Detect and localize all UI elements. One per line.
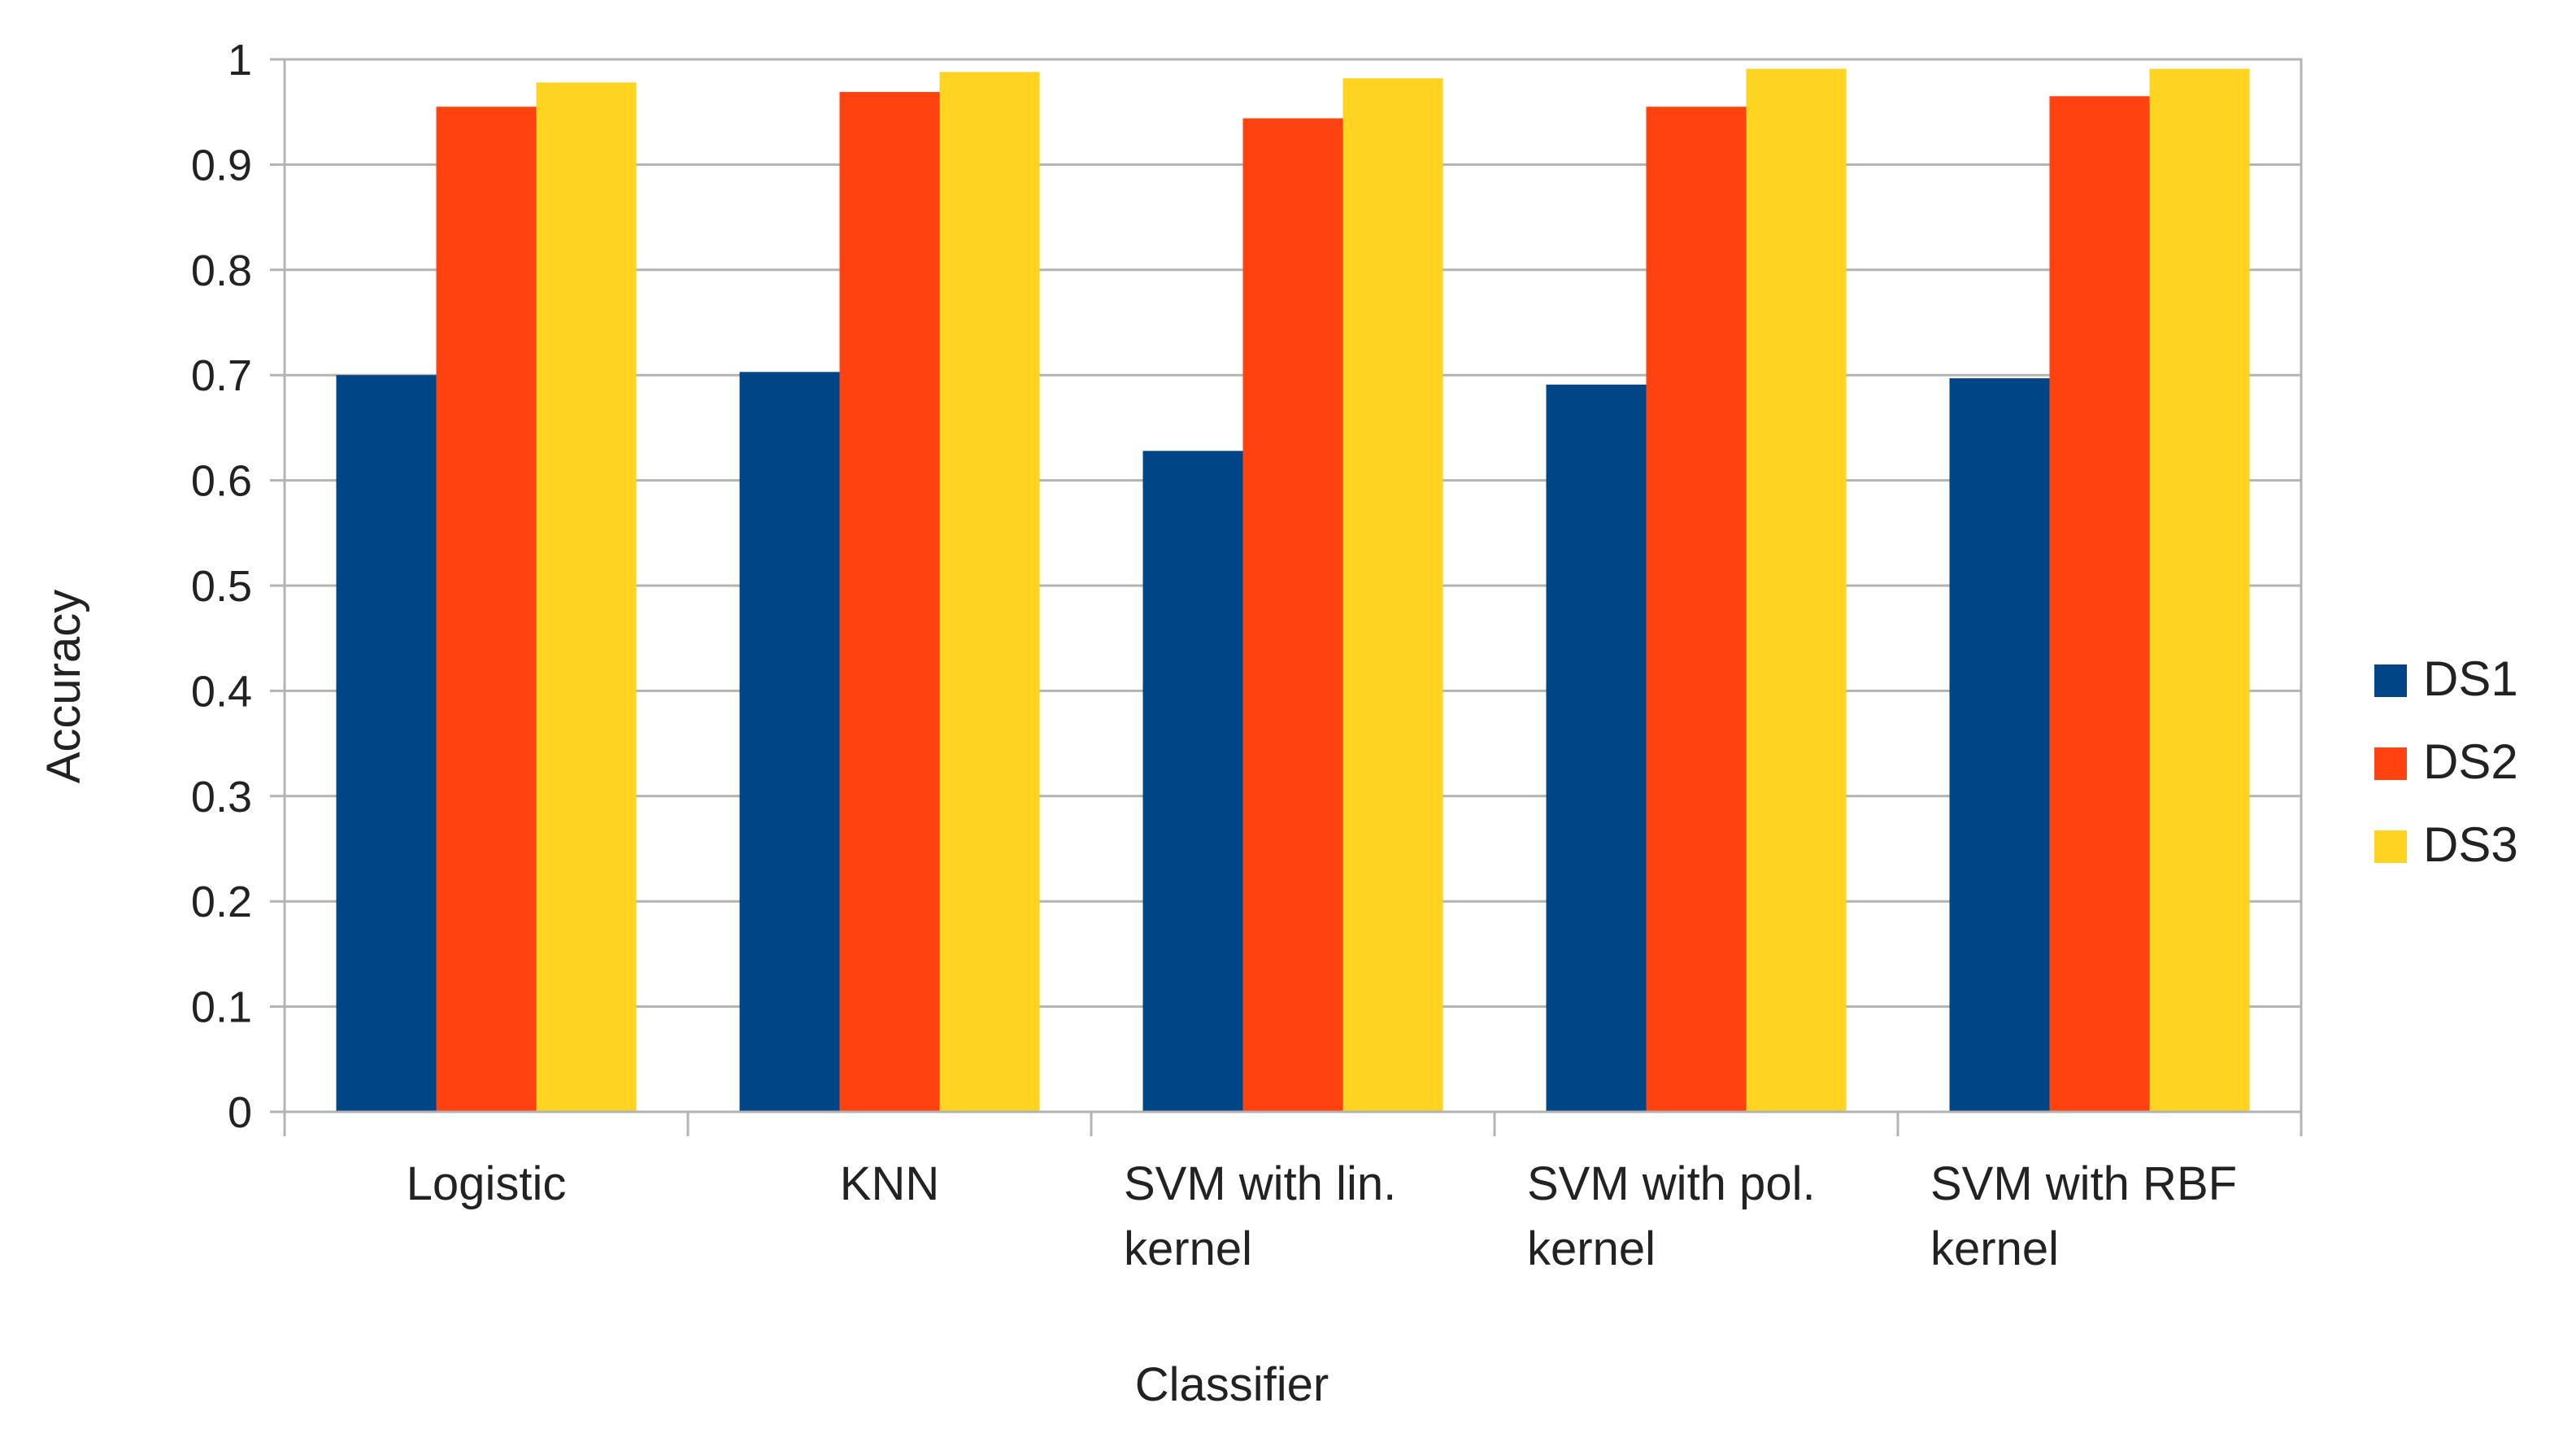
legend-label-ds2: DS2 [2423,734,2518,789]
legend-label-ds1: DS1 [2423,651,2518,706]
legend-label-ds3: DS3 [2423,817,2518,872]
x-tick-label-line: Logistic [407,1157,567,1210]
axes [270,58,2303,1136]
bar-ds3-3 [1342,78,1443,1113]
x-tick-label-line: kernel [1930,1222,2059,1275]
bar-ds1-5 [1949,378,2050,1112]
legend-swatch-ds3 [2374,830,2407,863]
bar-ds2-4 [1646,107,1747,1113]
y-tick-label: 0.2 [191,878,252,926]
bar-ds3-1 [536,82,637,1112]
x-tick-label-line: SVM with pol. [1527,1157,1816,1210]
bar-ds3-2 [939,72,1040,1113]
bars [336,68,2250,1113]
bar-ds1-1 [336,375,437,1112]
bar-ds2-1 [436,107,537,1113]
bar-ds1-3 [1142,451,1243,1112]
legend-swatch-ds2 [2374,747,2407,780]
legend-swatch-ds1 [2374,664,2407,697]
y-tick-label: 0.5 [191,562,252,611]
x-tick-label-line: SVM with RBF [1930,1157,2237,1210]
bar-ds1-2 [739,372,840,1112]
y-tick-label: 0.4 [191,667,252,716]
x-tick-label: SVM with RBF kernel [1930,1157,2237,1275]
x-tick-label: SVM with lin. kernel [1124,1157,1396,1275]
y-tick-label: 0.6 [191,457,252,506]
x-tick-label: KNN [840,1157,939,1210]
y-tick-label: 0.3 [191,773,252,821]
y-tick-label: 0.8 [191,246,252,295]
y-tick-label: 0.9 [191,141,252,190]
plot-frame [283,58,2303,1113]
y-axis-title: Accuracy [37,590,90,784]
bar-ds2-5 [2049,96,2150,1112]
x-tick-label-line: KNN [840,1157,939,1210]
y-tick-label: 0 [228,1088,252,1137]
bar-ds1-4 [1546,384,1647,1112]
x-tick-label-line: SVM with lin. [1124,1157,1396,1210]
x-tick-label: SVM with pol. kernel [1527,1157,1816,1275]
legend: DS1 DS2 DS3 [2374,651,2518,872]
x-tick-label-line: kernel [1527,1222,1656,1275]
y-tick-label: 0.7 [191,351,252,400]
x-tick-label-line: kernel [1124,1222,1252,1275]
y-tick-labels: 0 0.1 0.2 0.3 0.4 0.5 0.6 0.7 0.8 0.9 1 [191,36,252,1137]
bar-ds2-2 [839,92,940,1112]
x-axis-title: Classifier [1135,1358,1329,1411]
y-tick-label: 0.1 [191,983,252,1032]
y-tick-label: 1 [228,36,252,85]
bar-ds3-5 [2149,68,2250,1112]
bar-ds2-3 [1242,118,1343,1113]
bar-ds3-4 [1746,68,1847,1112]
x-tick-label: Logistic [407,1157,567,1210]
